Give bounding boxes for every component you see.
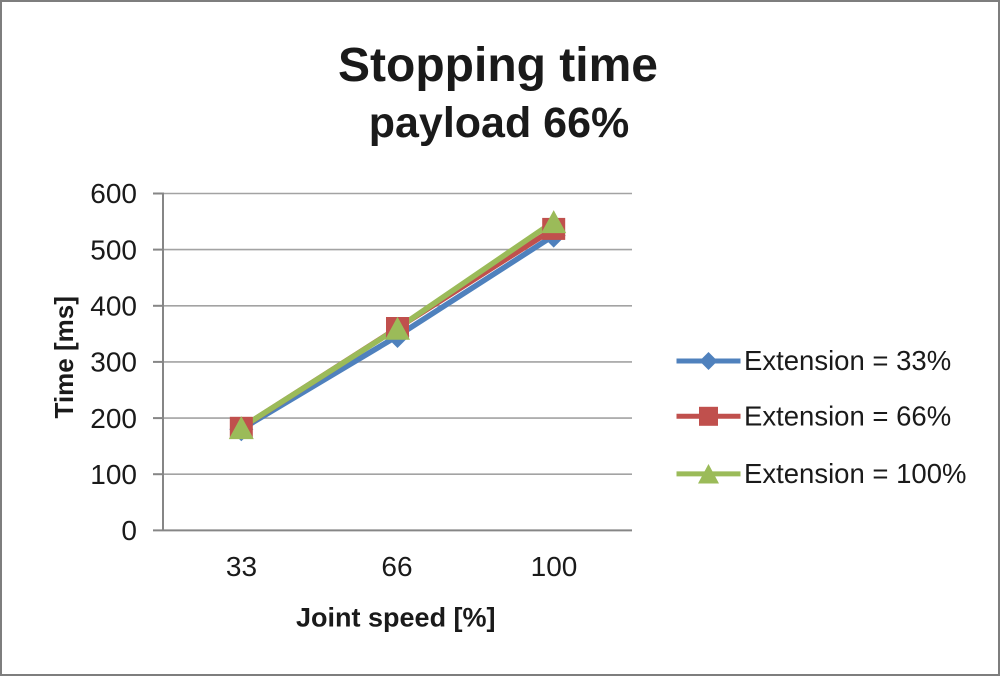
svg-text:Extension = 100%: Extension = 100% xyxy=(744,458,966,489)
svg-text:Extension = 33%: Extension = 33% xyxy=(744,345,951,376)
svg-text:400: 400 xyxy=(90,291,137,322)
svg-text:500: 500 xyxy=(90,234,137,265)
svg-text:200: 200 xyxy=(90,403,137,434)
svg-text:payload 66%: payload 66% xyxy=(369,99,630,147)
svg-text:100: 100 xyxy=(90,459,137,490)
svg-text:33: 33 xyxy=(226,551,257,582)
svg-text:100: 100 xyxy=(531,551,578,582)
svg-text:Time [ms]: Time [ms] xyxy=(49,296,79,418)
svg-text:Stopping time: Stopping time xyxy=(338,39,658,92)
svg-text:66: 66 xyxy=(381,551,412,582)
svg-text:Extension = 66%: Extension = 66% xyxy=(744,401,951,432)
svg-text:600: 600 xyxy=(90,178,137,209)
svg-text:Joint speed [%]: Joint speed [%] xyxy=(296,603,496,633)
svg-text:0: 0 xyxy=(121,515,137,546)
svg-text:300: 300 xyxy=(90,347,137,378)
